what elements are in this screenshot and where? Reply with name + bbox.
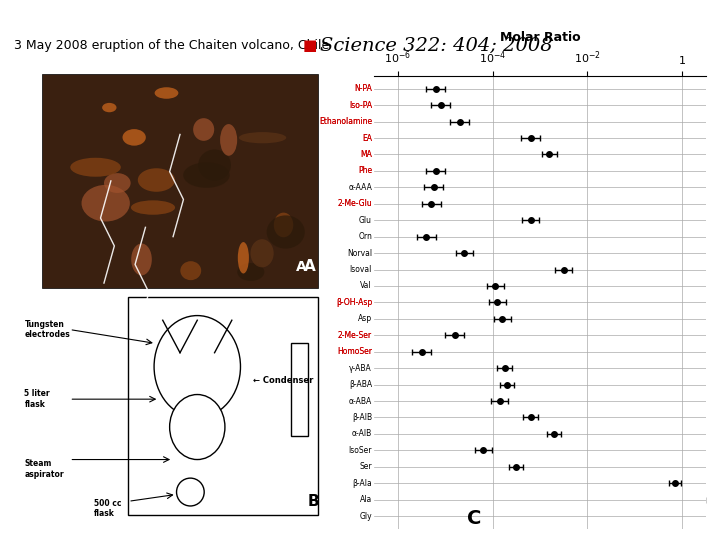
Text: N-PA: N-PA xyxy=(354,84,372,93)
Ellipse shape xyxy=(215,203,233,233)
Text: HomoSer: HomoSer xyxy=(337,347,372,356)
Text: 500 cc
flask: 500 cc flask xyxy=(94,498,121,518)
Text: β-Ala: β-Ala xyxy=(352,478,372,488)
Text: 2-Me-Glu: 2-Me-Glu xyxy=(337,199,372,208)
Text: Norval: Norval xyxy=(347,248,372,258)
Ellipse shape xyxy=(154,315,240,418)
Text: 2-Me-Glu: 2-Me-Glu xyxy=(337,199,372,208)
Text: B: B xyxy=(308,494,320,509)
Text: β-OH-Asp: β-OH-Asp xyxy=(336,298,372,307)
Ellipse shape xyxy=(170,395,225,460)
Text: MA: MA xyxy=(360,150,372,159)
Ellipse shape xyxy=(273,224,318,234)
Text: β-ABA: β-ABA xyxy=(349,380,372,389)
Text: Isoval: Isoval xyxy=(350,265,372,274)
Text: Ethanolamine: Ethanolamine xyxy=(319,117,372,126)
Ellipse shape xyxy=(54,236,99,271)
Text: Tungsten
electrodes: Tungsten electrodes xyxy=(24,320,71,339)
Ellipse shape xyxy=(277,164,314,185)
Text: Phe: Phe xyxy=(358,166,372,176)
Ellipse shape xyxy=(176,478,204,506)
Ellipse shape xyxy=(151,188,176,210)
Ellipse shape xyxy=(229,110,279,139)
Ellipse shape xyxy=(135,219,164,250)
Ellipse shape xyxy=(102,166,142,196)
Ellipse shape xyxy=(50,190,69,209)
Ellipse shape xyxy=(232,260,266,283)
Text: Gly: Gly xyxy=(359,511,372,521)
Ellipse shape xyxy=(140,246,189,281)
Ellipse shape xyxy=(162,165,187,182)
Text: 2-Me-Ser: 2-Me-Ser xyxy=(338,331,372,340)
Ellipse shape xyxy=(172,96,189,116)
Text: Val: Val xyxy=(361,281,372,291)
Text: Iso-PA: Iso-PA xyxy=(349,100,372,110)
Text: α-AIB: α-AIB xyxy=(352,429,372,438)
Text: Iso-PA: Iso-PA xyxy=(349,100,372,110)
Text: α-AAA: α-AAA xyxy=(348,183,372,192)
Text: Glu: Glu xyxy=(359,215,372,225)
Text: 5 liter
flask: 5 liter flask xyxy=(24,389,50,409)
Text: β-OH-Asp: β-OH-Asp xyxy=(336,298,372,307)
Text: Ser: Ser xyxy=(359,462,372,471)
Ellipse shape xyxy=(125,154,176,166)
Ellipse shape xyxy=(163,134,197,149)
Text: N-PA: N-PA xyxy=(354,84,372,93)
Text: Steam
aspirator: Steam aspirator xyxy=(24,459,64,478)
FancyBboxPatch shape xyxy=(42,74,318,288)
Text: Asp: Asp xyxy=(358,314,372,323)
Text: EA: EA xyxy=(362,133,372,143)
Ellipse shape xyxy=(180,224,202,258)
Text: IsoSer: IsoSer xyxy=(348,446,372,455)
Text: α-ABA: α-ABA xyxy=(348,396,372,406)
Ellipse shape xyxy=(245,122,271,142)
X-axis label: Molar Ratio: Molar Ratio xyxy=(500,31,580,44)
Text: ← Condenser: ← Condenser xyxy=(253,376,313,385)
Text: γ-ABA: γ-ABA xyxy=(349,363,372,373)
Text: C: C xyxy=(467,509,481,528)
Text: Phe: Phe xyxy=(358,166,372,176)
Text: Science 322: 404; 2008: Science 322: 404; 2008 xyxy=(320,36,553,55)
Text: Orn: Orn xyxy=(358,232,372,241)
Text: β-AIB: β-AIB xyxy=(352,413,372,422)
Text: A: A xyxy=(305,259,316,274)
Ellipse shape xyxy=(117,170,160,205)
Text: MA: MA xyxy=(360,150,372,159)
Text: 3 May 2008 eruption of the Chaiten volcano, Chile: 3 May 2008 eruption of the Chaiten volca… xyxy=(14,39,330,52)
Text: Ethanolamine: Ethanolamine xyxy=(319,117,372,126)
Ellipse shape xyxy=(102,138,137,150)
FancyBboxPatch shape xyxy=(291,343,308,436)
FancyBboxPatch shape xyxy=(128,297,318,515)
Text: ■: ■ xyxy=(302,38,317,53)
Text: A: A xyxy=(296,260,306,274)
Text: Ala: Ala xyxy=(360,495,372,504)
Text: 2-Me-Ser: 2-Me-Ser xyxy=(338,331,372,340)
Ellipse shape xyxy=(70,148,86,173)
Text: HomoSer: HomoSer xyxy=(337,347,372,356)
Text: EA: EA xyxy=(362,133,372,143)
